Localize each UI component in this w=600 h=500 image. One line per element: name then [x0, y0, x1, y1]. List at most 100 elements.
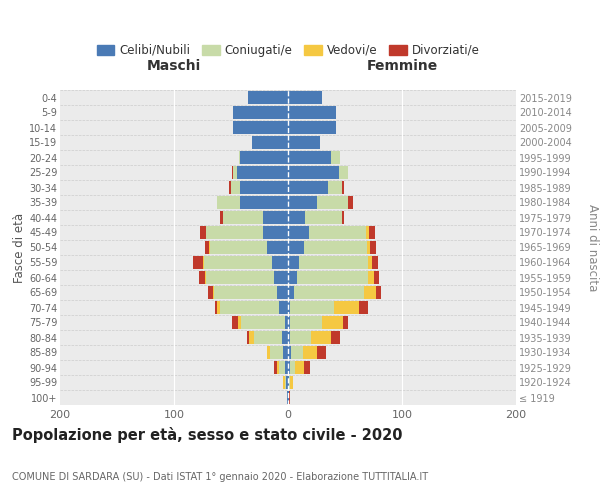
- Bar: [284, 316, 288, 329]
- Bar: [284, 376, 286, 389]
- Bar: [223, 211, 263, 224]
- Bar: [343, 316, 349, 329]
- Bar: [304, 361, 310, 374]
- Bar: [217, 196, 240, 209]
- Bar: [288, 241, 304, 254]
- Bar: [303, 346, 317, 359]
- Bar: [193, 256, 203, 269]
- Bar: [247, 331, 249, 344]
- Bar: [288, 136, 320, 149]
- Bar: [206, 271, 274, 284]
- Bar: [308, 226, 365, 239]
- Bar: [292, 346, 303, 359]
- Bar: [283, 346, 288, 359]
- Bar: [199, 271, 205, 284]
- Bar: [233, 106, 288, 119]
- Bar: [364, 286, 376, 299]
- Bar: [349, 196, 353, 209]
- Text: COMUNE DI SARDARA (SU) - Dati ISTAT 1° gennaio 2020 - Elaborazione TUTTITALIA.IT: COMUNE DI SARDARA (SU) - Dati ISTAT 1° g…: [12, 472, 428, 482]
- Bar: [288, 121, 336, 134]
- Bar: [290, 361, 295, 374]
- Bar: [209, 241, 211, 254]
- Bar: [341, 211, 344, 224]
- Bar: [214, 286, 277, 299]
- Bar: [288, 166, 340, 179]
- Bar: [217, 301, 220, 314]
- Bar: [340, 166, 349, 179]
- Bar: [232, 166, 233, 179]
- Bar: [254, 331, 283, 344]
- Bar: [305, 211, 341, 224]
- Bar: [229, 181, 231, 194]
- Bar: [272, 256, 288, 269]
- Bar: [359, 301, 368, 314]
- Bar: [304, 241, 367, 254]
- Bar: [288, 106, 336, 119]
- Bar: [205, 241, 209, 254]
- Bar: [251, 136, 288, 149]
- Bar: [249, 331, 254, 344]
- Bar: [290, 331, 311, 344]
- Bar: [283, 376, 284, 389]
- Bar: [220, 301, 279, 314]
- Bar: [270, 346, 283, 359]
- Bar: [232, 316, 238, 329]
- Bar: [236, 166, 288, 179]
- Legend: Celibi/Nubili, Coniugati/e, Vedovi/e, Divorziati/e: Celibi/Nubili, Coniugati/e, Vedovi/e, Di…: [92, 39, 484, 62]
- Bar: [274, 271, 288, 284]
- Bar: [373, 271, 379, 284]
- Bar: [288, 271, 297, 284]
- Bar: [328, 181, 341, 194]
- Bar: [288, 331, 290, 344]
- Bar: [288, 346, 292, 359]
- Bar: [331, 151, 340, 164]
- Y-axis label: Anni di nascita: Anni di nascita: [586, 204, 599, 291]
- Bar: [268, 346, 270, 359]
- Y-axis label: Fasce di età: Fasce di età: [13, 212, 26, 282]
- Bar: [211, 241, 268, 254]
- Bar: [368, 271, 373, 284]
- Bar: [376, 286, 382, 299]
- Bar: [288, 301, 290, 314]
- Bar: [241, 316, 284, 329]
- Bar: [240, 181, 288, 194]
- Bar: [322, 316, 343, 329]
- Bar: [286, 376, 288, 389]
- Bar: [288, 256, 299, 269]
- Bar: [220, 211, 223, 224]
- Bar: [317, 346, 326, 359]
- Bar: [287, 391, 288, 404]
- Bar: [274, 361, 277, 374]
- Bar: [365, 226, 369, 239]
- Text: Maschi: Maschi: [147, 58, 201, 72]
- Bar: [205, 271, 206, 284]
- Bar: [331, 331, 340, 344]
- Bar: [288, 376, 289, 389]
- Bar: [263, 226, 288, 239]
- Bar: [215, 301, 217, 314]
- Bar: [295, 361, 304, 374]
- Bar: [290, 376, 293, 389]
- Bar: [208, 286, 213, 299]
- Bar: [288, 91, 322, 104]
- Bar: [297, 271, 368, 284]
- Bar: [288, 196, 317, 209]
- Bar: [290, 316, 322, 329]
- Bar: [200, 226, 206, 239]
- Bar: [277, 361, 279, 374]
- Bar: [290, 301, 334, 314]
- Bar: [277, 286, 288, 299]
- Bar: [288, 361, 290, 374]
- Bar: [283, 331, 288, 344]
- Bar: [341, 181, 344, 194]
- Text: Popolazione per età, sesso e stato civile - 2020: Popolazione per età, sesso e stato civil…: [12, 427, 403, 443]
- Bar: [279, 361, 284, 374]
- Bar: [248, 91, 288, 104]
- Text: Femmine: Femmine: [367, 58, 437, 72]
- Bar: [231, 181, 240, 194]
- Bar: [288, 286, 294, 299]
- Bar: [213, 286, 214, 299]
- Bar: [288, 211, 305, 224]
- Bar: [288, 151, 331, 164]
- Bar: [369, 226, 374, 239]
